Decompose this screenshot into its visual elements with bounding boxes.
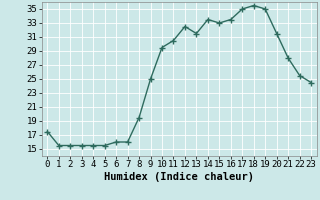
X-axis label: Humidex (Indice chaleur): Humidex (Indice chaleur)	[104, 172, 254, 182]
